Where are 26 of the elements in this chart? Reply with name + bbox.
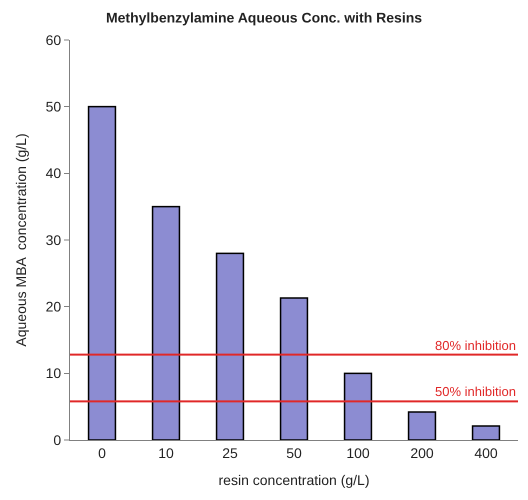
bar [280,297,308,440]
y-tick-label: 20 [46,298,62,315]
x-tick-label: 200 [410,444,434,461]
y-tick-label: 30 [46,232,62,248]
bar [152,206,180,440]
ref-line-label: 50% inhibition [435,384,516,399]
bar [408,411,436,440]
y-tick-label: 60 [46,32,62,48]
chart-title: Methylbenzylamine Aqueous Conc. with Resins [106,9,422,26]
y-tick-label: 10 [46,365,62,382]
y-tick-label: 0 [53,432,62,448]
x-tick-label: 50 [286,444,302,461]
bar [472,425,500,440]
bar [216,252,244,440]
x-tick-label: 25 [222,444,238,461]
y-tick-label: 40 [46,165,62,182]
bar [88,106,116,440]
x-tick-label: 10 [158,444,174,461]
x-tick-label: 0 [98,444,106,461]
x-tick-label: 400 [474,444,498,461]
y-tick-label: 50 [46,98,62,115]
y-axis-title: Aqueous MBA concentration (g/L) [13,133,30,347]
ref-line-label: 80% inhibition [435,338,516,353]
x-tick-label: 100 [346,444,370,461]
bar [344,372,372,440]
x-axis-title: resin concentration (g/L) [218,472,370,488]
